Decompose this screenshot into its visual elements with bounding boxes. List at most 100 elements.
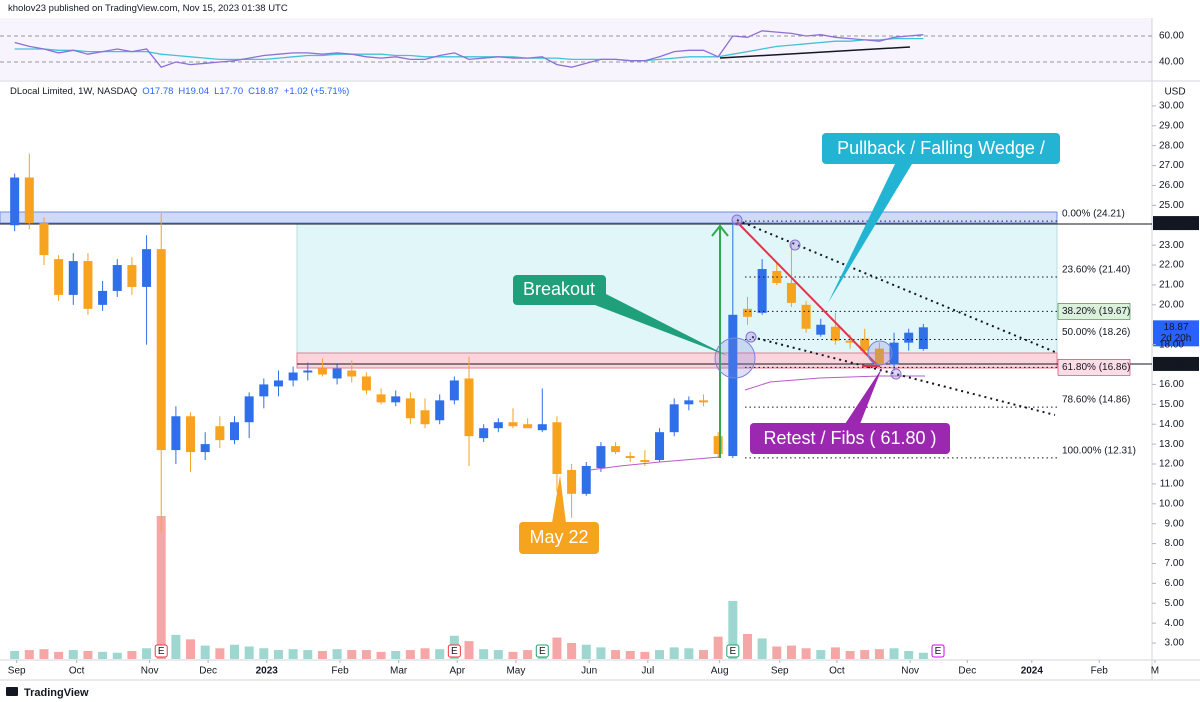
volume-bar — [347, 650, 357, 659]
ohlc: L17.70 — [214, 86, 244, 97]
rsi-line — [14, 30, 924, 68]
y-tick-label: 6.00 — [1165, 578, 1185, 589]
volume-bar — [728, 600, 738, 659]
volume-bar — [567, 642, 577, 659]
volume-bar — [640, 651, 650, 659]
candle-body — [889, 342, 899, 365]
y-tick-label: 14.00 — [1159, 419, 1184, 430]
candle-body — [332, 368, 342, 379]
volume-bar — [479, 649, 489, 659]
candle-body — [581, 465, 591, 494]
candle-body — [435, 400, 445, 421]
change: +1.02 (+5.71%) — [283, 86, 350, 97]
candle-body — [244, 396, 254, 423]
candle-body — [127, 265, 137, 287]
y-tick-label: 22.00 — [1159, 260, 1184, 271]
volume-bar — [874, 649, 884, 659]
volume-bar — [581, 644, 591, 659]
volume-bar — [98, 651, 108, 659]
volume-bar — [625, 650, 635, 659]
volume-bar — [391, 650, 401, 659]
volume-bar — [918, 652, 928, 659]
y-tick-label: 8.00 — [1165, 538, 1185, 549]
moving-average — [744, 375, 925, 391]
candle-body — [596, 446, 606, 468]
callout-pointer — [552, 475, 566, 523]
rsi-tick-label: 40.00 — [1159, 57, 1184, 68]
candle-body — [347, 370, 357, 377]
callout-text: May 22 — [529, 527, 588, 547]
volume-bar — [244, 646, 254, 659]
logo — [6, 687, 18, 696]
ohlc: C18.87 — [248, 86, 279, 97]
wedge-line — [751, 336, 1056, 416]
fib-label: 23.60% (21.40) — [1062, 265, 1130, 276]
candle-body — [523, 424, 533, 429]
volume-bar — [273, 650, 283, 659]
volume-bar — [464, 641, 474, 659]
x-tick-label: Sep — [8, 666, 26, 677]
volume-bar — [200, 645, 210, 659]
fib-label: 61.80% (16.86) — [1062, 362, 1130, 373]
candle-body — [39, 223, 49, 256]
rsi-ma-line — [14, 37, 924, 62]
candle-body — [186, 416, 196, 453]
footer: TradingView — [24, 687, 89, 699]
volume-bar — [596, 647, 606, 659]
candle-body — [156, 249, 166, 451]
x-tick-label: Jun — [581, 666, 597, 677]
highlight-circle — [867, 340, 893, 366]
candle-body — [699, 400, 709, 403]
fib-label: 38.20% (19.67) — [1062, 306, 1130, 317]
candle-body — [669, 404, 679, 433]
volume-bar — [772, 646, 782, 659]
callout-box — [519, 522, 599, 554]
volume-bar — [611, 650, 621, 659]
earnings-label: E — [935, 646, 942, 657]
volume-bar — [288, 649, 298, 659]
earnings-marker — [726, 644, 740, 658]
candle-body — [552, 422, 562, 474]
candle-body — [112, 265, 122, 291]
y-tick-label: 11.00 — [1160, 479, 1185, 490]
pivot-marker — [745, 331, 757, 343]
price-marker-label: 24.11 — [1164, 218, 1189, 229]
moving-average — [589, 456, 721, 471]
y-tick-label: 13.00 — [1159, 439, 1184, 450]
candle-body — [918, 327, 928, 350]
candle-body — [479, 428, 489, 439]
fib-label: 100.00% (12.31) — [1062, 445, 1136, 456]
y-tick-label: 30.00 — [1159, 101, 1184, 112]
candle-body — [259, 384, 269, 397]
x-tick-label: Apr — [450, 666, 466, 677]
volume-bar — [112, 652, 122, 659]
volume-bar — [552, 637, 562, 659]
rsi-tick-label: 60.00 — [1159, 31, 1184, 42]
candle-body — [10, 177, 20, 226]
volume-bar — [259, 648, 269, 659]
candle-body — [757, 269, 767, 313]
volume-bar — [860, 650, 870, 659]
volume-bar — [10, 650, 20, 659]
y-tick-label: 4.00 — [1165, 618, 1185, 629]
y-tick-label: 28.00 — [1159, 140, 1184, 151]
candle-body — [786, 282, 796, 303]
y-tick-label: 5.00 — [1165, 598, 1185, 609]
earnings-marker — [535, 644, 549, 658]
y-tick-label: 15.00 — [1159, 399, 1184, 410]
candle-body — [273, 380, 283, 387]
candle-body — [625, 456, 635, 459]
callout-pointer — [595, 294, 728, 356]
candle-body — [361, 376, 371, 391]
volume-bar — [523, 650, 533, 659]
y-tick-label: 20.00 — [1159, 299, 1184, 310]
x-tick-label: Dec — [199, 666, 217, 677]
volume-bar — [317, 650, 327, 659]
x-tick-label: May — [506, 666, 525, 677]
volume-bar — [786, 645, 796, 659]
volume-bar — [801, 648, 811, 659]
x-tick-label: Jul — [641, 666, 654, 677]
candle-body — [449, 380, 459, 401]
rsi-panel — [0, 18, 1152, 80]
x-tick-label: Nov — [901, 666, 919, 677]
